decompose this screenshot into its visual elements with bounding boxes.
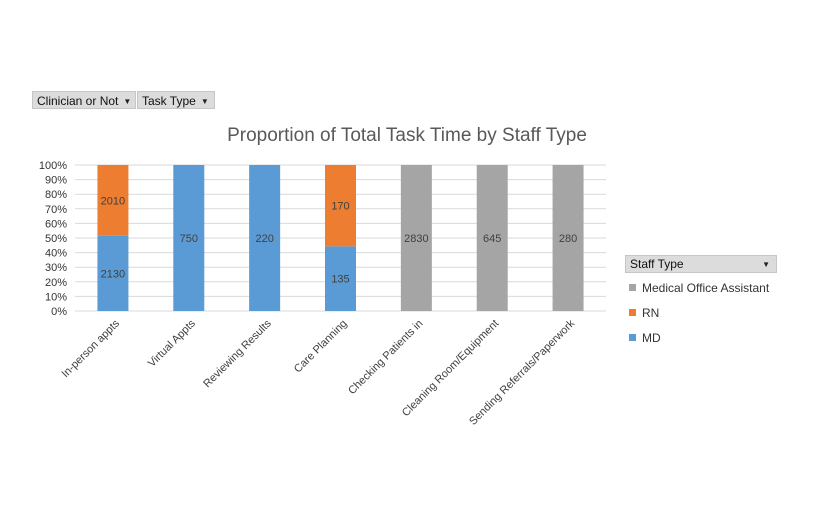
bar-segment[interactable] xyxy=(249,165,281,311)
data-label: 2830 xyxy=(404,233,428,245)
y-tick-label: 0% xyxy=(51,306,67,318)
bar-segment[interactable] xyxy=(476,165,508,311)
data-label: 220 xyxy=(255,233,273,245)
data-label: 170 xyxy=(331,201,349,213)
dropdown-arrow-icon: ▼ xyxy=(123,97,132,106)
legend-header-label: Staff Type xyxy=(630,257,684,271)
y-tick-label: 60% xyxy=(45,218,67,230)
filter-clinician-label: Clinician or Not xyxy=(37,94,119,108)
y-tick-label: 90% xyxy=(45,175,67,187)
legend-label: Medical Office Assistant xyxy=(642,281,770,295)
y-tick-label: 100% xyxy=(39,160,67,172)
x-tick-label: Reviewing Results xyxy=(201,317,274,390)
filter-clinician-or-not[interactable]: Clinician or Not ▼ xyxy=(32,91,136,109)
bar-segment[interactable] xyxy=(173,165,205,311)
legend-label: MD xyxy=(642,331,661,345)
legend-item-rn: RN xyxy=(629,306,659,320)
bar-segment[interactable] xyxy=(552,165,584,311)
y-tick-label: 70% xyxy=(45,204,67,216)
legend-swatch xyxy=(629,309,636,316)
y-tick-label: 40% xyxy=(45,248,67,260)
bar-segment[interactable] xyxy=(400,165,432,311)
x-tick-label: In-person appts xyxy=(60,317,123,380)
y-tick-label: 80% xyxy=(45,189,67,201)
data-label: 280 xyxy=(559,233,577,245)
dropdown-arrow-icon: ▼ xyxy=(762,260,770,269)
data-label: 135 xyxy=(331,274,349,286)
bar-segment[interactable] xyxy=(325,165,356,247)
data-label: 2130 xyxy=(101,268,125,280)
bar-segment[interactable] xyxy=(97,235,129,311)
bar-segment[interactable] xyxy=(325,246,356,311)
filter-task-label: Task Type xyxy=(142,94,196,108)
y-tick-label: 20% xyxy=(45,277,67,289)
legend-item-medical-office-assistant: Medical Office Assistant xyxy=(629,281,769,295)
y-tick-label: 10% xyxy=(45,291,67,303)
legend-item-md: MD xyxy=(629,331,661,345)
y-tick-label: 30% xyxy=(45,262,67,274)
legend-swatch xyxy=(629,334,636,341)
data-label: 645 xyxy=(483,233,501,245)
dropdown-arrow-icon: ▼ xyxy=(200,97,209,106)
filter-task-type[interactable]: Task Type ▼ xyxy=(137,91,215,109)
legend-swatch xyxy=(629,284,636,291)
legend-label: RN xyxy=(642,306,660,320)
chart-title: Proportion of Total Task Time by Staff T… xyxy=(227,125,587,146)
x-tick-label: Care Planning xyxy=(292,318,350,376)
bar-segment[interactable] xyxy=(97,165,129,236)
data-label: 750 xyxy=(180,233,198,245)
y-tick-label: 50% xyxy=(45,233,67,245)
legend-header-dropdown[interactable]: Staff Type ▼ xyxy=(625,255,777,273)
data-label: 2010 xyxy=(101,195,125,207)
x-tick-label: Virtual Appts xyxy=(146,317,198,369)
x-tick-label: Checking Patients in xyxy=(346,318,425,397)
